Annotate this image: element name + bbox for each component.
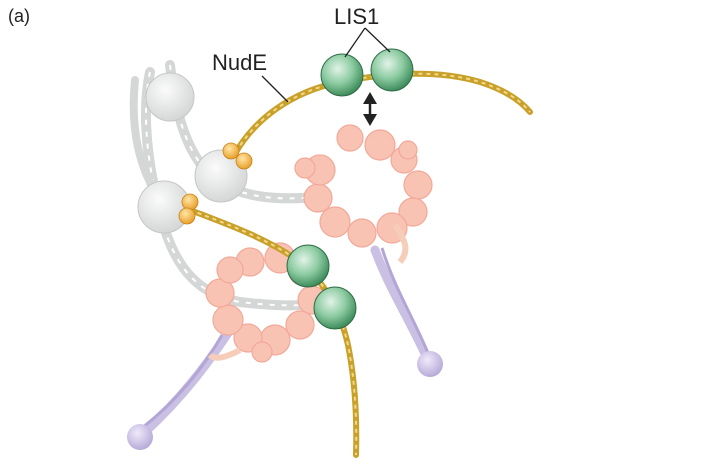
dynein-stalk (140, 325, 235, 437)
stalk-tip (127, 424, 153, 450)
nude-label: NudE (212, 50, 268, 75)
interaction-arrow (363, 92, 377, 126)
stalk-tip (417, 351, 443, 377)
dynactin-sphere (145, 72, 195, 122)
pivot-bead (222, 142, 240, 160)
lis1-leader (344, 27, 366, 58)
dynactin-sphere (137, 180, 191, 234)
lis1-sphere (370, 48, 414, 92)
pivot-bead (181, 193, 199, 211)
dynein-stalk (370, 245, 433, 365)
lis1-sphere (313, 286, 357, 330)
lis1-sphere (286, 244, 330, 288)
panel-label: (a) (8, 6, 30, 26)
nude-leader (261, 75, 289, 103)
pivot-bead (235, 152, 253, 170)
lis1-label: LIS1 (334, 4, 380, 29)
dynein-stalks (127, 245, 443, 450)
pivot-beads (178, 142, 253, 225)
leader-lines (261, 27, 391, 103)
lis1-sphere (320, 53, 364, 97)
pivot-bead (178, 207, 196, 225)
lis1-leader (364, 27, 391, 53)
lis1-spheres (286, 48, 414, 330)
dynactin-sphere (194, 149, 248, 203)
dynein-motor-upper (294, 124, 433, 264)
